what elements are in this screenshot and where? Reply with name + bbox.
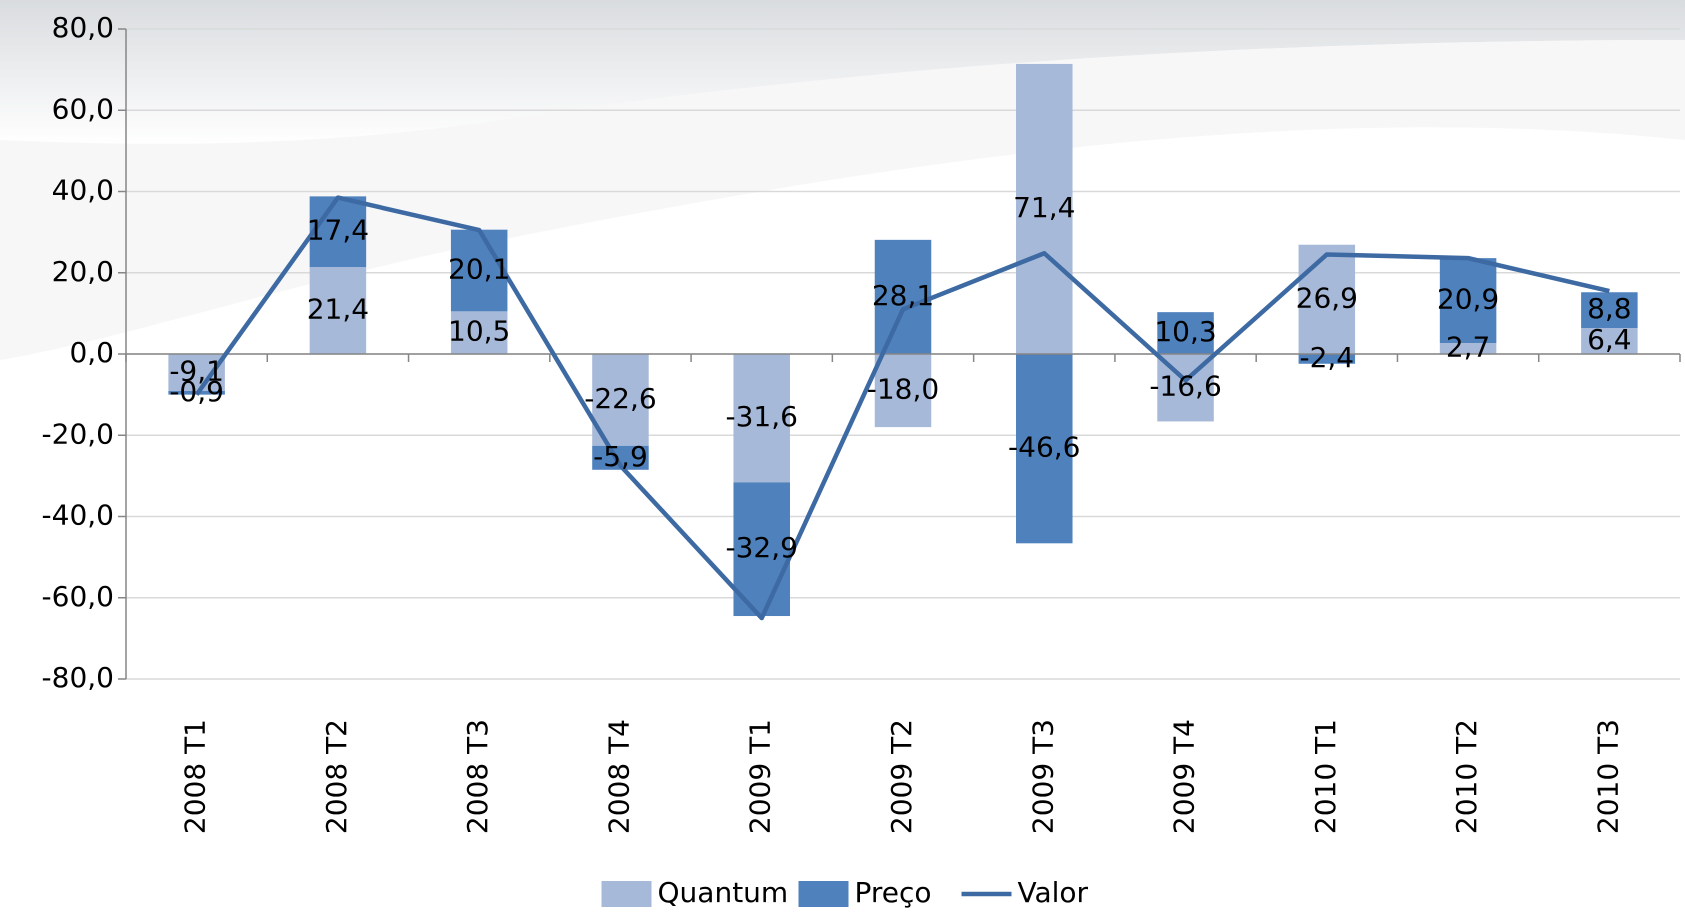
data-label: 2,7 bbox=[1446, 331, 1491, 364]
y-tick-label: 20,0 bbox=[52, 255, 114, 288]
data-label: 10,5 bbox=[448, 315, 510, 348]
data-label: 10,3 bbox=[1154, 315, 1216, 348]
bar bbox=[1581, 292, 1638, 328]
data-label: -2,4 bbox=[1299, 341, 1354, 374]
data-label: -22,6 bbox=[584, 382, 656, 415]
x-tick-label: 2010 T2 bbox=[1450, 719, 1483, 834]
bar bbox=[733, 354, 790, 483]
y-tick-label: -40,0 bbox=[42, 499, 114, 532]
data-label: 21,4 bbox=[307, 293, 369, 326]
bar bbox=[592, 445, 649, 470]
bar bbox=[1298, 244, 1356, 354]
data-label: -46,6 bbox=[1008, 431, 1080, 464]
y-tick-label: 40,0 bbox=[52, 174, 114, 207]
bar bbox=[1016, 354, 1073, 544]
bar bbox=[450, 311, 508, 354]
legend-label: Valor bbox=[1018, 876, 1089, 909]
data-label: 8,8 bbox=[1587, 292, 1632, 325]
y-tick-label: 0,0 bbox=[69, 336, 114, 369]
data-label: -0,9 bbox=[169, 375, 224, 408]
bar bbox=[1581, 328, 1638, 354]
y-tick-label: 60,0 bbox=[52, 92, 114, 125]
data-label: 20,9 bbox=[1437, 283, 1499, 316]
x-tick-label: 2008 T2 bbox=[320, 719, 353, 834]
line bbox=[194, 195, 1610, 621]
data-label: 28,1 bbox=[872, 279, 934, 312]
data-label: -31,6 bbox=[726, 400, 798, 433]
x-tick-label: 2008 T3 bbox=[461, 719, 494, 834]
y-tick-label: -60,0 bbox=[42, 580, 114, 613]
y-tick-label: -80,0 bbox=[42, 661, 114, 694]
data-label: -18,0 bbox=[867, 373, 939, 406]
x-tick-label: 2008 T4 bbox=[602, 719, 635, 834]
bar bbox=[450, 229, 508, 312]
data-label: -9,1 bbox=[169, 354, 224, 387]
data-label: -32,9 bbox=[726, 531, 798, 564]
x-tick-label: 2009 T2 bbox=[885, 719, 918, 834]
data-label: -5,9 bbox=[593, 440, 648, 473]
bar bbox=[309, 196, 367, 268]
x-tick-label: 2008 T1 bbox=[179, 719, 212, 834]
legend-swatch bbox=[601, 881, 652, 907]
data-label: 71,4 bbox=[1013, 191, 1075, 224]
bar bbox=[309, 267, 367, 354]
legend-label: Preço bbox=[855, 876, 932, 909]
x-tick-label: 2009 T1 bbox=[744, 719, 777, 834]
x-tick-label: 2009 T4 bbox=[1168, 719, 1201, 834]
bar bbox=[1298, 354, 1356, 364]
data-label: 17,4 bbox=[307, 214, 369, 247]
x-tick-label: 2009 T3 bbox=[1026, 719, 1059, 834]
bar bbox=[1157, 312, 1214, 354]
data-label: 26,9 bbox=[1296, 281, 1358, 314]
background-swoosh bbox=[0, 40, 1685, 360]
data-label: 6,4 bbox=[1587, 323, 1632, 356]
bar bbox=[1016, 63, 1073, 354]
x-tick-label: 2010 T1 bbox=[1309, 719, 1342, 834]
y-tick-label: 80,0 bbox=[52, 11, 114, 44]
y-tick-label: -20,0 bbox=[42, 417, 114, 450]
bar bbox=[168, 354, 225, 391]
background-swoosh bbox=[0, 0, 1685, 144]
data-label: -16,6 bbox=[1149, 370, 1221, 403]
bar bbox=[733, 482, 790, 617]
x-tick-label: 2010 T3 bbox=[1591, 719, 1624, 834]
bar bbox=[874, 354, 932, 428]
data-label: 20,1 bbox=[448, 253, 510, 286]
bar bbox=[1439, 343, 1497, 354]
legend-label: Quantum bbox=[658, 876, 789, 909]
bar bbox=[1439, 258, 1497, 344]
legend-swatch bbox=[798, 881, 849, 907]
bar bbox=[874, 239, 932, 354]
